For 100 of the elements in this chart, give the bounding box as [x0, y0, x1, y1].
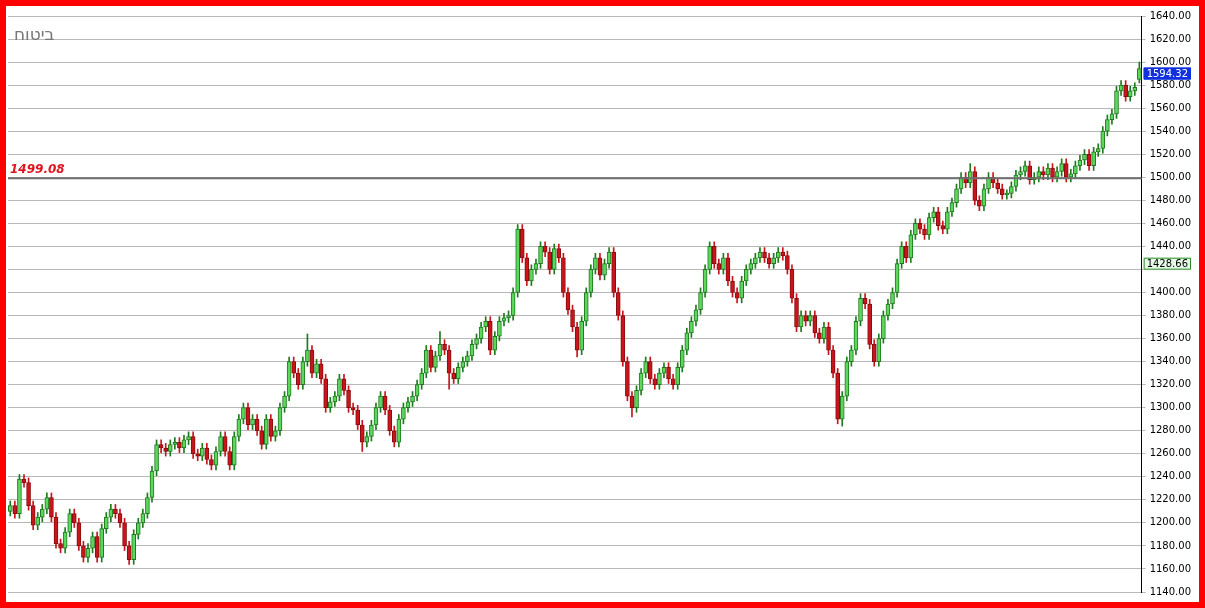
y-tick-label: 1360.00 — [1149, 332, 1192, 344]
y-tick-label: 1600.00 — [1149, 55, 1192, 67]
candlestick — [817, 327, 822, 344]
y-tick-label: 1400.00 — [1149, 286, 1192, 298]
candlestick — [913, 218, 918, 240]
candlestick — [90, 531, 95, 554]
y-tick-label: 1200.00 — [1149, 516, 1192, 528]
candlestick — [689, 316, 694, 338]
y-tick-label: 1240.00 — [1149, 470, 1192, 482]
candlestick — [977, 195, 982, 212]
candlestick — [369, 420, 374, 442]
candlestick — [154, 439, 159, 476]
candlestick — [177, 437, 182, 453]
candlestick — [547, 247, 553, 275]
candlestick — [849, 345, 854, 367]
candlestick — [401, 402, 406, 425]
candlestick — [1132, 82, 1138, 96]
candlestick — [753, 252, 758, 269]
candlestick — [698, 287, 703, 315]
candlestick — [707, 241, 712, 275]
candlestick — [570, 304, 575, 332]
candlestick — [81, 540, 86, 563]
ref-line-label: 1499.08 — [10, 162, 65, 177]
y-tick-label: 1560.00 — [1149, 101, 1192, 113]
candlestick — [1091, 147, 1096, 171]
candlestick — [241, 402, 246, 425]
candlestick — [625, 356, 630, 402]
candlestick — [410, 391, 415, 407]
candlestick — [803, 310, 808, 327]
candlestick — [794, 293, 799, 332]
candlestick — [465, 350, 470, 367]
candlestick — [1114, 85, 1119, 119]
candlestick — [378, 391, 383, 413]
candlestick — [474, 333, 479, 350]
candlestick — [771, 252, 776, 269]
candlestick — [890, 287, 895, 309]
y-tick-label: 1580.00 — [1149, 78, 1192, 90]
candlestick — [666, 362, 671, 384]
candlestick — [1137, 61, 1142, 84]
y-tick-label: 1640.00 — [1149, 9, 1192, 21]
candlestick — [282, 391, 287, 413]
candlestick — [867, 299, 872, 350]
candlestick — [529, 264, 534, 286]
candlestick — [995, 178, 1000, 194]
y-tick-label: 1520.00 — [1149, 147, 1192, 159]
text: 1428.66 — [1146, 257, 1189, 269]
candlestick — [931, 206, 936, 223]
candlestick — [1041, 166, 1046, 180]
candlestick — [538, 241, 543, 269]
candlestick — [49, 492, 54, 523]
candlestick — [1018, 166, 1023, 180]
candlestick — [634, 385, 639, 413]
candlestick — [835, 368, 840, 425]
candlestick — [58, 538, 63, 554]
candlestick — [643, 356, 649, 379]
candlestick — [250, 414, 255, 430]
candlestick — [442, 339, 447, 356]
candlestick — [195, 448, 201, 461]
candlestick — [954, 183, 959, 208]
candlestick — [657, 368, 662, 390]
text: 1594.32 — [1146, 67, 1189, 79]
y-tick-label: 1540.00 — [1149, 124, 1192, 136]
y-tick-label: 1320.00 — [1149, 378, 1192, 390]
y-tick-label: 1160.00 — [1149, 562, 1192, 574]
candlestick — [762, 247, 767, 263]
y-tick-label: 1260.00 — [1149, 447, 1192, 459]
text: ביטוח — [14, 24, 55, 44]
candlestick — [506, 310, 511, 323]
candlestick — [1050, 163, 1055, 183]
candlestick — [826, 322, 831, 356]
y-tick-label: 1140.00 — [1149, 585, 1192, 597]
candlestick — [1073, 160, 1078, 179]
candlestick — [451, 368, 457, 384]
candlestick — [1009, 181, 1014, 199]
candlestick — [497, 316, 502, 342]
y-tick-label: 1460.00 — [1149, 216, 1192, 228]
candlestick — [602, 258, 607, 281]
candlestick — [1105, 114, 1110, 137]
y-tick-label: 1480.00 — [1149, 193, 1192, 205]
candlestick — [593, 252, 598, 275]
candlestick — [881, 310, 886, 344]
candlestick — [337, 373, 342, 402]
candlestick — [17, 474, 22, 519]
candlestick — [305, 333, 310, 367]
candlestick — [113, 504, 118, 519]
candlestick — [346, 385, 351, 413]
candlestick — [273, 425, 278, 442]
y-tick-label: 1500.00 — [1149, 170, 1192, 182]
candlestick — [899, 241, 904, 269]
candlestick — [122, 517, 127, 551]
candlestick — [945, 206, 950, 235]
candlestick — [26, 477, 31, 511]
y-tick-label: 1620.00 — [1149, 32, 1192, 44]
candlestick — [780, 247, 786, 261]
y-tick-label: 1380.00 — [1149, 309, 1192, 321]
y-tick-label: 1300.00 — [1149, 401, 1192, 413]
candlestick — [785, 250, 790, 275]
y-tick-label: 1280.00 — [1149, 424, 1192, 436]
candlestick — [721, 252, 726, 275]
candlestick — [858, 293, 863, 327]
